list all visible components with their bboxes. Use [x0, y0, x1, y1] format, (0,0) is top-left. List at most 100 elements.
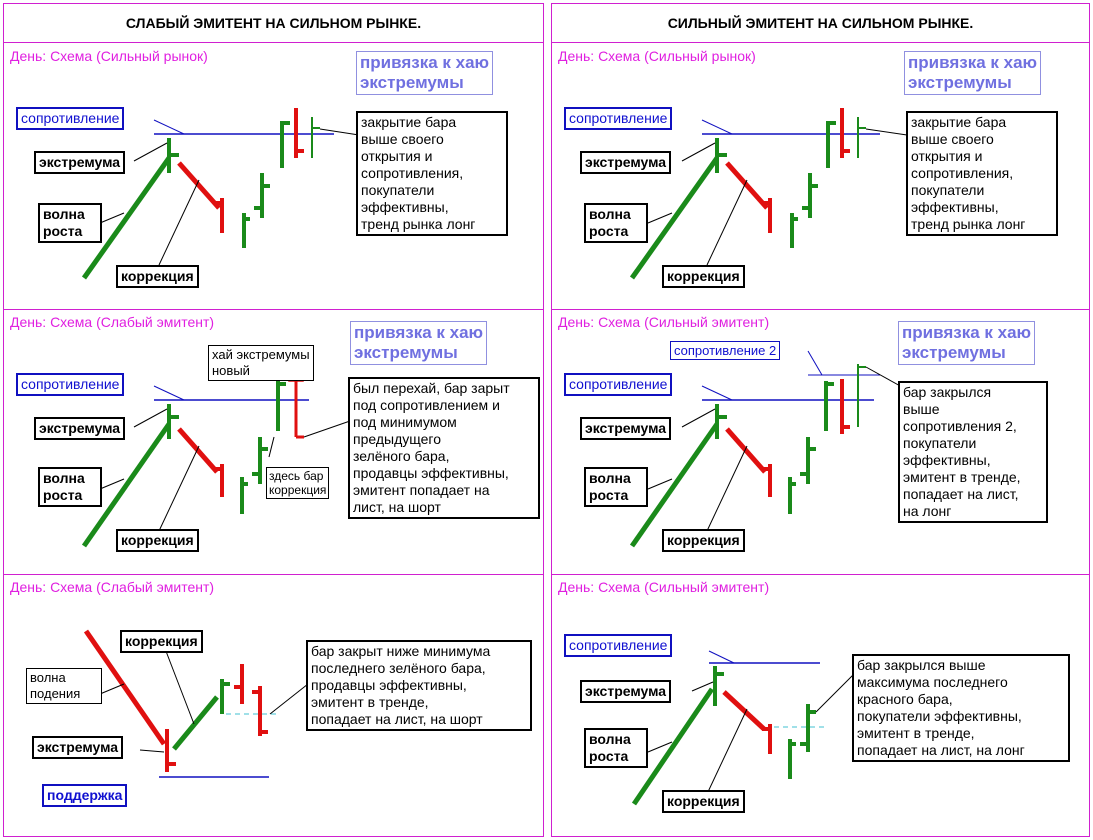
anchor-label: привязка к хаю экстремумы — [356, 51, 494, 95]
green-bar-4 — [311, 117, 320, 158]
wave-pointer — [99, 683, 125, 695]
wave-pointer — [647, 212, 673, 224]
here-pointer — [268, 436, 275, 458]
correction-label: коррекция — [662, 790, 745, 813]
correction-pointer — [706, 179, 748, 266]
green-bar-2 — [800, 437, 816, 484]
note-pointer — [865, 366, 903, 388]
correction-wave — [722, 690, 766, 731]
growth-wave — [81, 422, 172, 548]
anchor-label: привязка к хаю экстремумы — [904, 51, 1042, 95]
note-pointer — [865, 128, 908, 136]
right-heading: СИЛЬНЫЙ ЭМИТЕНТ НА СИЛЬНОМ РЫНКЕ. — [552, 4, 1089, 43]
green-bar-2 — [800, 704, 816, 752]
left-heading: СЛАБЫЙ ЭМИТЕНТ НА СИЛЬНОМ РЫНКЕ. — [4, 4, 543, 43]
green-bar-1 — [242, 213, 250, 248]
red-bar — [762, 724, 772, 754]
green-bar — [220, 679, 230, 714]
extremum-pointer — [133, 142, 168, 162]
red-bar-2 — [252, 686, 268, 736]
green-bar-1 — [788, 739, 796, 779]
right-cell-3: День: Схема (Сильный эмитент) сопротивле… — [552, 574, 1089, 838]
wave-label: волна роста — [584, 203, 648, 243]
left-cell-2: День: Схема (Слабый эмитент) сопротивлен… — [4, 309, 543, 575]
cell-title: День: Схема (Сильный рынок) — [10, 48, 208, 64]
note-box: был перехай, бар зарыт под сопротивление… — [348, 377, 540, 519]
resistance2-pointer — [807, 350, 823, 376]
pointer-line — [701, 385, 733, 401]
left-cell-3-chart — [83, 629, 309, 778]
green-bar-4 — [857, 117, 866, 158]
extremum-bar — [167, 138, 179, 173]
red-bar — [762, 198, 772, 233]
red-bar-1 — [234, 664, 244, 704]
right-cell-3-chart — [631, 650, 855, 806]
correction-pointer — [158, 179, 200, 266]
growth-wave — [629, 422, 720, 548]
extremum-label: экстремума — [580, 680, 672, 703]
left-cell-2-chart — [81, 368, 351, 548]
red-bar — [214, 464, 224, 497]
wave-label: волна роста — [38, 203, 102, 243]
extremum-pointer — [139, 749, 165, 753]
extremum-bar — [167, 404, 179, 439]
pointer-line — [153, 119, 185, 135]
left-panel: СЛАБЫЙ ЭМИТЕНТ НА СИЛЬНОМ РЫНКЕ. День: С… — [3, 3, 544, 837]
correction-wave — [177, 161, 221, 210]
anchor-label: привязка к хаю экстремумы — [350, 321, 488, 365]
note-box: закрытие бара выше своего открытия и соп… — [356, 111, 508, 236]
note-box: бар закрыт ниже минимума последнего зелё… — [306, 640, 532, 731]
extremum-label: экстремума — [32, 736, 124, 759]
correction-pointer — [158, 445, 200, 532]
wave-label: волна роста — [584, 728, 648, 768]
note-box: закрытие бара выше своего открытия и соп… — [906, 111, 1058, 236]
note-pointer — [303, 420, 351, 438]
extremum-pointer — [133, 408, 168, 428]
right-cell-1-chart — [629, 108, 908, 280]
right-cell-1: День: Схема (Сильный рынок) сопротивлени… — [552, 43, 1089, 310]
correction-label: коррекция — [662, 265, 745, 288]
resistance-label: сопротивление — [16, 373, 125, 396]
correction-pointer — [163, 645, 195, 725]
left-cell-3: День: Схема (Слабый эмитент) коррекция в… — [4, 574, 543, 838]
note-pointer — [269, 683, 309, 715]
correction-label: коррекция — [120, 630, 203, 653]
extremum-label: экстремума — [580, 151, 672, 174]
right-panel: СИЛЬНЫЙ ЭМИТЕНТ НА СИЛЬНОМ РЫНКЕ. День: … — [551, 3, 1090, 837]
correction-label: коррекция — [662, 529, 745, 552]
note-pointer — [815, 673, 855, 713]
red-bar-2 — [294, 108, 304, 158]
growth-wave — [629, 156, 720, 280]
extremum-label: экстремума — [580, 417, 672, 440]
resistance-label: сопротивление — [564, 373, 673, 396]
resistance-label: сопротивление — [564, 107, 673, 130]
correction-wave — [172, 695, 219, 751]
extremum-bar — [715, 138, 727, 173]
cell-title: День: Схема (Слабый эмитент) — [10, 579, 215, 595]
green-bar-2 — [802, 173, 818, 218]
anchor-label: привязка к хаю экстремумы — [898, 321, 1036, 365]
red-bar-2 — [294, 377, 304, 439]
right-cell-2: День: Схема (Сильный эмитент) сопротивле… — [552, 309, 1089, 575]
green-bar-2 — [254, 173, 270, 218]
growth-wave — [81, 156, 172, 280]
support-label: поддержка — [42, 784, 128, 807]
wave-pointer — [99, 478, 125, 490]
resistance-label: сопротивление — [564, 634, 673, 657]
left-cell-1-chart — [81, 108, 360, 280]
extremum-pointer — [681, 142, 716, 162]
correction-pointer — [706, 445, 748, 532]
resistance-label: сопротивление — [16, 107, 125, 130]
correction-wave — [177, 427, 219, 474]
correction-wave — [725, 161, 769, 210]
red-bar-2 — [840, 108, 850, 158]
cell-title: День: Схема (Сильный эмитент) — [558, 314, 770, 330]
green-bar-3 — [276, 381, 286, 431]
correction-label: коррекция — [116, 529, 199, 552]
here-bar-label: здесь бар коррекция — [266, 467, 330, 499]
green-bar-3 — [280, 121, 290, 168]
cell-title: День: Схема (Слабый эмитент) — [10, 314, 215, 330]
red-bar — [214, 198, 224, 233]
green-bar-1 — [790, 213, 798, 248]
extremum-pointer — [691, 681, 714, 692]
